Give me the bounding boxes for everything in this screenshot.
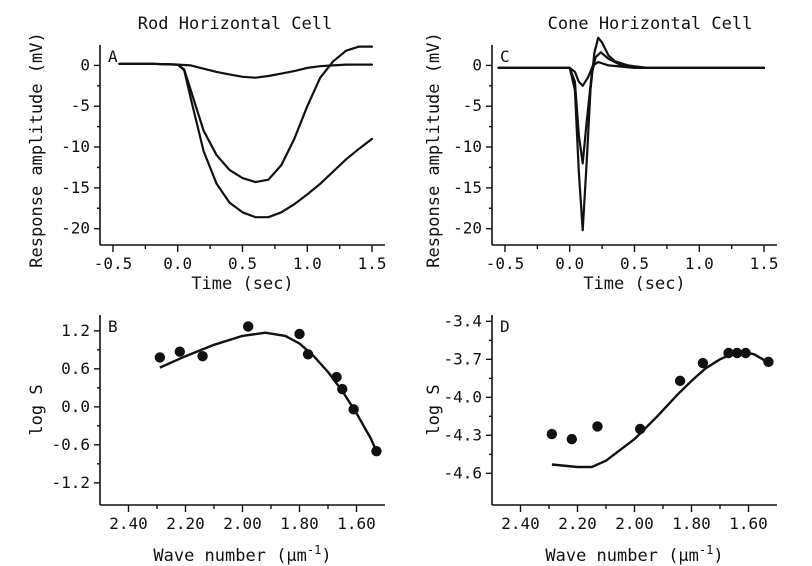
y-axis-label: Response amplitude (mV): [424, 32, 444, 267]
x-axis-label: Time (sec): [191, 274, 293, 294]
x-axis-label-suffix: ): [713, 546, 723, 566]
x-axis-label-suffix: ): [321, 546, 331, 566]
y-tick-label: -4.3: [443, 425, 482, 444]
x-tick-label: 0.0: [555, 254, 584, 273]
data-point: [174, 346, 185, 357]
data-point: [154, 352, 166, 363]
data-point: [566, 433, 577, 445]
y-tick-label: -3.4: [443, 311, 482, 330]
x-tick-label: 2.20: [166, 514, 205, 533]
title-rod-horizontal-cell: Rod Horizontal Cell: [138, 14, 332, 34]
response-trace-3: [497, 36, 766, 232]
x-tick-label: 1.0: [685, 254, 714, 273]
data-point: [243, 321, 254, 332]
y-tick-label: -1.2: [51, 473, 90, 492]
y-tick-label: -20: [453, 219, 482, 238]
y-tick-label: 0: [80, 55, 90, 74]
data-point: [740, 347, 751, 359]
panel-letter: B: [108, 317, 118, 336]
x-tick-label: -0.5: [94, 254, 133, 273]
y-tick-label: -15: [61, 178, 90, 197]
y-tick-label: -5: [463, 96, 482, 115]
y-axis-label: log S: [27, 384, 47, 435]
x-axis-label: Time (sec): [583, 274, 685, 294]
data-point: [197, 350, 208, 362]
y-tick-label: -0.6: [51, 435, 90, 454]
y-tick-label: -15: [453, 178, 482, 197]
x-tick-label: 2.40: [501, 514, 540, 533]
panel-b-rod-spectral-sensitivity: 1.2 0.6 0.0 -0.6 -1.2 2.40 2.20 2.00 1.80 1.60 Blo…: [27, 315, 385, 566]
panel-a-rod-traces: 0 -5 -10 -15 -20-0.5 0.0 0.5 1.0 1.5 A Response am…: [27, 32, 386, 294]
x-tick-label: 1.0: [293, 254, 322, 273]
x-tick-label: -0.5: [486, 254, 525, 273]
data-point: [635, 423, 646, 435]
response-trace-3: [118, 62, 374, 219]
x-axis-label-text: Wave number (μm: [153, 546, 307, 566]
data-point: [331, 371, 342, 383]
x-axis-label-text: Wave number (μm: [545, 546, 699, 566]
y-tick-label: -4.0: [443, 387, 482, 406]
x-axis-label-superscript: -1: [699, 543, 713, 557]
data-point: [302, 349, 314, 360]
x-axis-label: Wave number (μm-1): [153, 543, 331, 566]
x-tick-label: 1.60: [337, 514, 376, 533]
response-trace-1: [118, 62, 374, 79]
x-tick-label: 2.20: [558, 514, 597, 533]
data-point: [731, 347, 743, 359]
x-tick-label: 2.00: [223, 514, 262, 533]
nomogram-fit-curve: [551, 350, 770, 469]
data-point: [763, 356, 774, 368]
y-tick-label: 0: [472, 55, 482, 74]
x-tick-label: 0.0: [163, 254, 192, 273]
panel-letter: C: [500, 47, 510, 66]
x-tick-label: 2.00: [615, 514, 654, 533]
data-point: [697, 357, 709, 369]
x-tick-label: 1.80: [280, 514, 319, 533]
x-tick-label: 0.5: [228, 254, 257, 273]
x-tick-label: 2.40: [109, 514, 148, 533]
x-tick-label: 1.5: [750, 254, 779, 273]
panel-d-cone-spectral-sensitivity: -3.4 -3.7 -4.0 -4.3 -4.6 2.40 2.20 2.00 1.80 1.60…: [424, 311, 777, 566]
x-tick-label: 1.60: [729, 514, 768, 533]
data-point: [337, 383, 348, 395]
data-point: [723, 347, 734, 359]
data-point: [294, 328, 305, 340]
x-axis-label: Wave number (μm-1): [545, 543, 723, 566]
y-tick-label: -5: [71, 96, 90, 115]
x-axis-label-superscript: -1: [307, 543, 321, 557]
panel-letter: A: [108, 47, 118, 66]
y-tick-label: -10: [61, 137, 90, 156]
title-cone-horizontal-cell: Cone Horizontal Cell: [548, 14, 753, 34]
y-tick-label: -10: [453, 137, 482, 156]
x-tick-label: 0.5: [620, 254, 649, 273]
y-tick-label: -4.6: [443, 463, 482, 482]
panel-c-cone-traces: 0 -5 -10 -15 -20-0.5 0.0 0.5 1.0 1.5 C Response am…: [424, 32, 778, 294]
y-tick-label: 0.0: [61, 397, 90, 416]
y-axis-label: Response amplitude (mV): [27, 32, 47, 267]
y-tick-label: -3.7: [443, 349, 482, 368]
data-point: [371, 445, 382, 457]
panel-letter: D: [500, 317, 510, 336]
x-tick-label: 1.80: [672, 514, 711, 533]
y-tick-label: -20: [61, 219, 90, 238]
y-tick-label: 1.2: [61, 321, 90, 340]
data-point: [546, 428, 558, 440]
data-point: [592, 421, 603, 432]
x-tick-label: 1.5: [358, 254, 387, 273]
data-point: [348, 404, 359, 415]
y-tick-label: 0.6: [61, 359, 90, 378]
y-axis-label: log S: [424, 384, 444, 435]
response-trace-2: [118, 45, 374, 184]
data-point: [674, 375, 686, 387]
